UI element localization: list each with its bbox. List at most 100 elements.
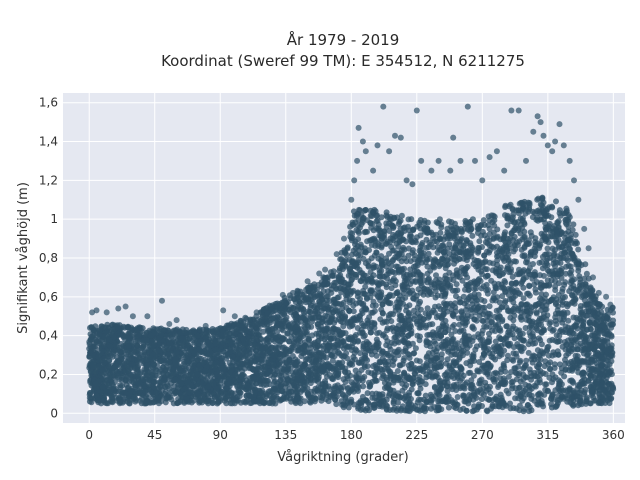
data-point (499, 293, 506, 300)
data-point (355, 252, 361, 259)
data-point (279, 388, 286, 394)
data-point (415, 286, 422, 293)
data-point (432, 340, 439, 347)
data-point (474, 368, 481, 375)
data-point (486, 303, 493, 310)
data-point (580, 330, 587, 337)
data-point (575, 246, 582, 253)
data-point (513, 258, 519, 265)
chart-title-line-2: Koordinat (Sweref 99 TM): E 354512, N 62… (161, 52, 525, 70)
data-point (526, 201, 533, 208)
data-point (509, 273, 516, 280)
data-point (552, 337, 559, 344)
data-point (398, 212, 405, 219)
data-point (297, 300, 304, 307)
data-point (556, 338, 563, 345)
data-point (343, 251, 350, 258)
data-point (379, 310, 386, 317)
data-point (405, 313, 412, 320)
data-point (122, 377, 129, 384)
data-point (565, 262, 572, 269)
data-point (107, 352, 114, 359)
data-point (577, 276, 583, 283)
data-point (315, 350, 322, 356)
data-point (464, 226, 471, 233)
data-point (520, 295, 527, 302)
data-point (538, 291, 545, 297)
data-point (478, 396, 485, 403)
data-point (166, 385, 173, 392)
data-point (504, 323, 511, 330)
data-point (557, 328, 563, 335)
data-point (510, 206, 516, 213)
data-point (484, 240, 491, 247)
data-point (419, 240, 426, 246)
data-point (433, 272, 439, 279)
data-point (482, 266, 489, 273)
data-point (472, 295, 479, 302)
data-point (171, 387, 178, 394)
data-point (383, 209, 390, 216)
data-point (249, 383, 256, 390)
data-point (120, 332, 126, 339)
data-point (408, 216, 415, 223)
data-point (494, 249, 500, 256)
data-point (438, 351, 445, 358)
data-point (444, 388, 451, 394)
data-point (433, 314, 440, 321)
data-point (400, 244, 407, 251)
data-point (444, 356, 451, 363)
data-point (424, 364, 431, 371)
data-point (476, 276, 483, 282)
data-point (365, 369, 372, 376)
chart-title-line-1: År 1979 - 2019 (287, 30, 400, 49)
data-point (610, 317, 617, 324)
data-point (429, 321, 436, 328)
data-point (524, 290, 531, 297)
data-point (318, 335, 325, 342)
data-point (571, 254, 578, 261)
data-point (394, 368, 401, 374)
data-point (417, 280, 424, 287)
data-point (369, 394, 376, 401)
data-point (568, 358, 575, 365)
data-point (435, 303, 442, 310)
data-point (523, 357, 530, 364)
data-point (564, 309, 571, 316)
data-point (564, 257, 571, 264)
data-point (253, 325, 260, 332)
data-point (525, 349, 532, 356)
data-point (445, 404, 452, 411)
data-point (572, 231, 579, 238)
data-point (430, 307, 437, 314)
data-point (275, 314, 281, 321)
data-point (504, 222, 511, 229)
data-point (519, 205, 526, 212)
data-point (335, 326, 342, 333)
data-point (609, 385, 616, 391)
data-point (382, 361, 389, 368)
data-point (537, 201, 544, 208)
data-point (476, 238, 483, 245)
data-point (570, 314, 577, 321)
data-point (567, 348, 574, 355)
data-point (283, 380, 290, 387)
data-point (387, 370, 394, 377)
data-point (494, 243, 500, 250)
data-point (568, 292, 575, 298)
data-point (547, 325, 554, 332)
data-point (431, 383, 438, 390)
data-point (433, 389, 440, 396)
data-point (491, 378, 498, 385)
data-point (454, 394, 461, 400)
data-point (427, 391, 434, 398)
data-point (573, 356, 580, 363)
data-point (231, 321, 238, 328)
data-point (280, 376, 287, 382)
data-point (453, 281, 460, 288)
data-point (504, 357, 511, 364)
data-point (412, 345, 419, 352)
data-point (371, 237, 378, 244)
data-point (468, 358, 475, 365)
data-point (510, 344, 517, 351)
